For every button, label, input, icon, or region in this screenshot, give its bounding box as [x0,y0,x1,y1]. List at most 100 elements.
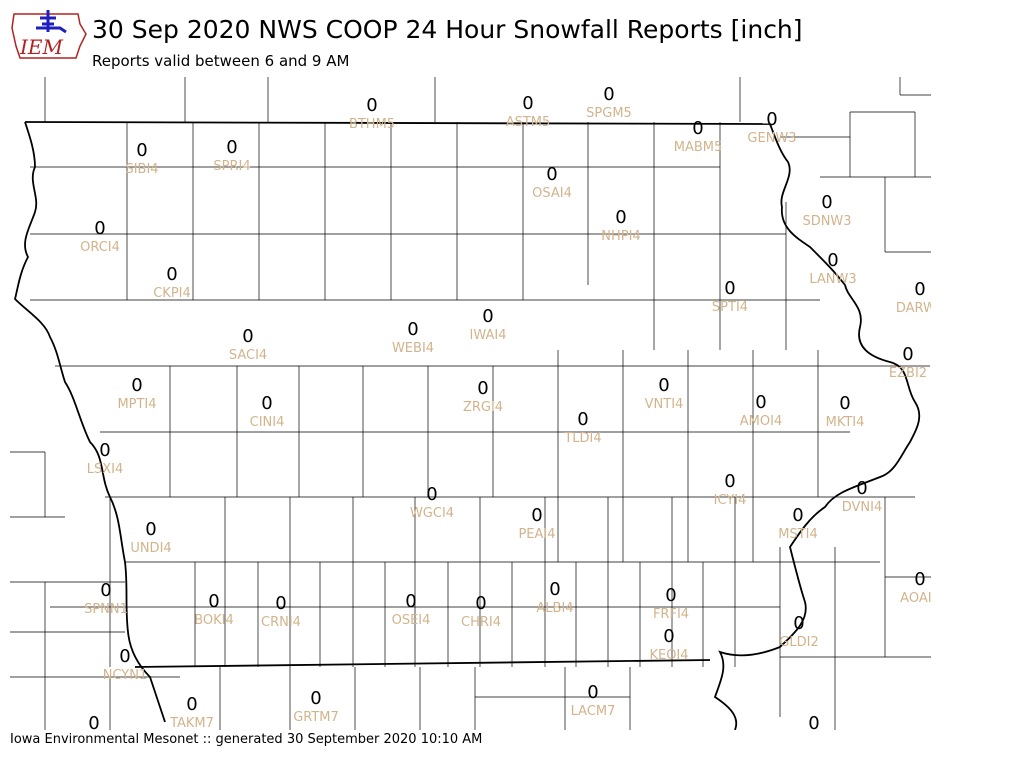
station-id-label: CINI4 [250,415,285,430]
snowfall-value: 0 [482,306,493,327]
snowfall-value: 0 [615,207,626,228]
snowfall-value: 0 [577,409,588,430]
station-id-label: PEAI4 [518,527,555,542]
station-id-label: OSAI4 [532,186,572,201]
snowfall-value: 0 [821,192,832,213]
snowfall-value: 0 [766,109,777,130]
map-footer: Iowa Environmental Mesonet :: generated … [10,732,483,747]
snowfall-value: 0 [692,118,703,139]
station-reports: 0BTHM50ASTM50SPGM50MABM50GENW30SIBI40SPR… [80,84,931,730]
snowfall-value: 0 [522,93,533,114]
station-id-label: ORCI4 [80,240,120,255]
snowfall-value: 0 [136,140,147,161]
station-id-label: FRFI4 [653,607,689,622]
iem-logo: IEM [11,10,87,59]
snowfall-value-edge: 0 [808,713,819,730]
snowfall-value: 0 [902,344,913,365]
snowfall-map: 0BTHM50ASTM50SPGM50MABM50GENW30SIBI40SPR… [10,77,931,730]
snowfall-value: 0 [914,279,925,300]
snowfall-value: 0 [99,440,110,461]
county-boundaries [10,77,931,730]
station-id-label: EZBI2 [889,366,927,381]
state-boundaries [14,121,921,730]
station-id-label: BTHM5 [349,117,395,132]
map-title: 30 Sep 2020 NWS COOP 24 Hour Snowfall Re… [92,15,803,44]
station-report-darw3: 0DARW3 [896,279,931,316]
snowfall-value-edge: 0 [88,713,99,730]
snowfall-value: 0 [549,579,560,600]
snowfall-value: 0 [366,95,377,116]
snowfall-value: 0 [405,591,416,612]
snowfall-value: 0 [755,392,766,413]
station-id-label: VNTI4 [645,397,684,412]
station-id-label: UNDI4 [130,541,171,556]
station-id-label: TAKM7 [169,716,214,730]
snowfall-value: 0 [407,319,418,340]
station-id-label: SDNW3 [802,214,851,229]
snowfall-value: 0 [724,278,735,299]
snowfall-value: 0 [724,471,735,492]
station-id-label: IWAI4 [470,328,507,343]
station-id-label: SPGM5 [586,106,632,121]
iowa-outline-shape [11,13,87,59]
snowfall-value: 0 [793,613,804,634]
snowfall-value: 0 [261,393,272,414]
station-id-label: LSXI4 [87,462,124,477]
snowfall-value: 0 [658,375,669,396]
snowfall-value: 0 [839,393,850,414]
station-id-label: MKTI4 [826,415,865,430]
snowfall-value: 0 [587,682,598,703]
station-id-label: CKPI4 [153,286,191,301]
station-id-label: DVNI4 [842,500,883,515]
station-id-label: OSEI4 [392,613,431,628]
station-id-label: SPTI4 [712,300,748,315]
station-id-label: CRNI4 [261,615,301,630]
station-id-label: AMOI4 [740,414,782,429]
snowfall-value: 0 [475,593,486,614]
station-id-label: LANW3 [809,272,856,287]
station-report-aoai2: 0AOAI2 [900,569,931,606]
station-id-label: GLDI2 [779,635,818,650]
snowfall-value: 0 [131,375,142,396]
station-id-label: NCYN1 [103,668,148,683]
station-id-label: MABM5 [674,140,723,155]
station-id-label: GENW3 [747,131,796,146]
station-id-label: MPTI4 [117,397,156,412]
snowfall-value: 0 [546,164,557,185]
logo-text: IEM [19,35,64,59]
snowfall-value: 0 [914,569,925,590]
station-id-label: KEOI4 [649,648,688,663]
snowfall-value: 0 [275,593,286,614]
snowfall-value: 0 [477,378,488,399]
mesonet-tower-icon [36,10,67,34]
station-id-label: TLDI4 [563,431,601,446]
snowfall-value: 0 [531,505,542,526]
